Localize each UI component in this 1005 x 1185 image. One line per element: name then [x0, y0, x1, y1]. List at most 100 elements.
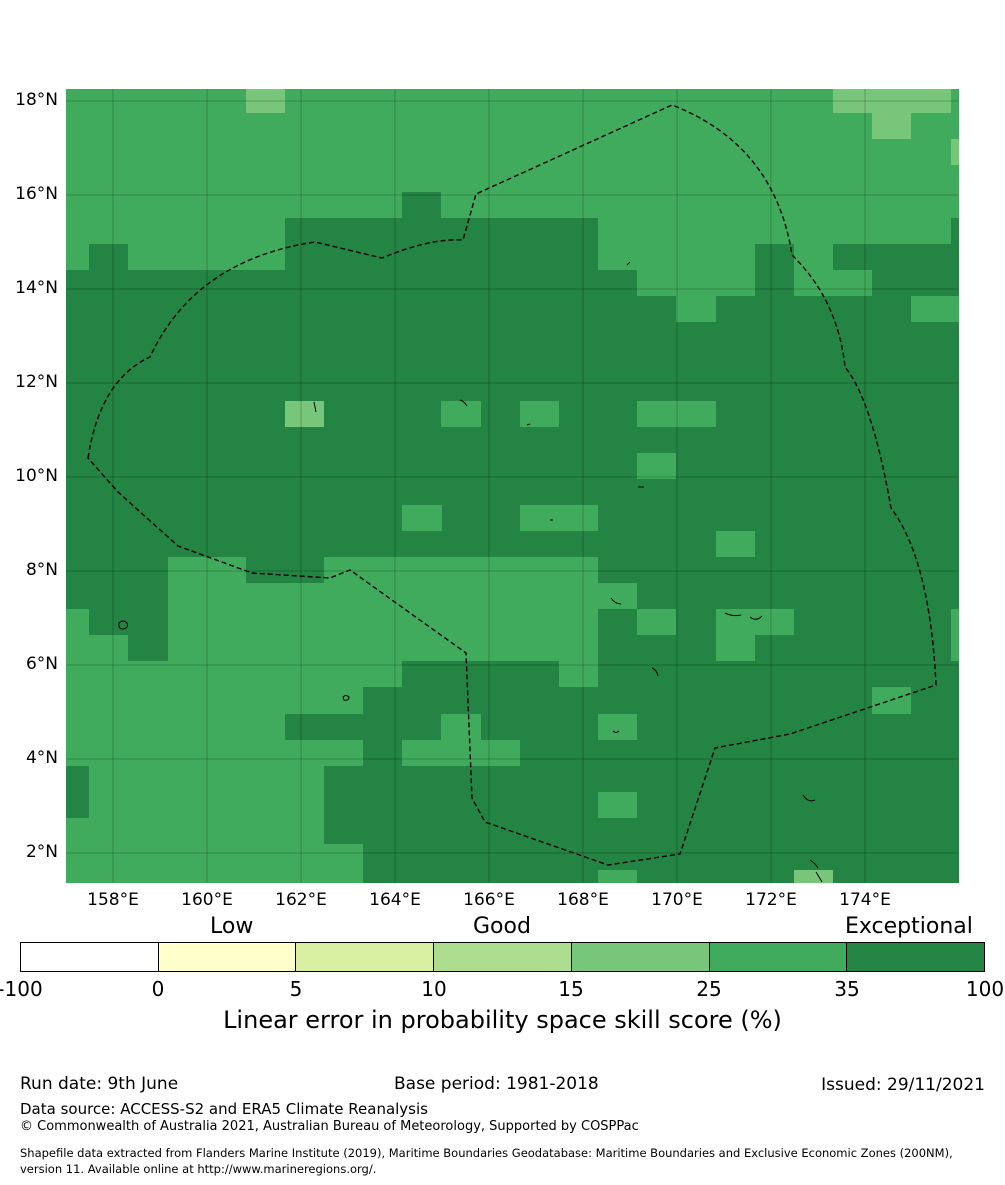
skill-cell [324, 583, 598, 609]
skill-cell [168, 609, 598, 635]
skill-cell [441, 714, 481, 740]
lat-label-6n: 6°N [25, 654, 58, 674]
run-date: Run date: 9th June [20, 1074, 179, 1094]
skill-cell [89, 609, 168, 635]
skill-cell [951, 218, 959, 270]
shapefile-credit-line1: Shapefile data extracted from Flanders M… [20, 1146, 953, 1160]
skill-cell [951, 609, 959, 661]
skill-cell [716, 609, 794, 635]
skill-cell [716, 635, 755, 661]
skill-cell [168, 635, 598, 661]
colorbar-segment [847, 943, 985, 971]
legend-word-good: Good [473, 914, 531, 939]
skill-cell [637, 401, 716, 427]
skill-cell [66, 635, 128, 661]
skill-cell [324, 557, 598, 583]
island-outline [118, 620, 128, 630]
skill-cell [598, 870, 637, 883]
skill-cell [833, 244, 951, 270]
skill-map [66, 89, 959, 883]
island-outline [610, 597, 622, 605]
data-source: Data source: ACCESS-S2 and ERA5 Climate … [20, 1100, 428, 1118]
skill-cell [441, 401, 481, 427]
legend-word-exceptional: Exceptional [845, 914, 973, 939]
colorbar-tick: -100 [0, 977, 43, 1001]
lon-label-162e: 162°E [275, 890, 327, 910]
lon-label-164e: 164°E [369, 890, 421, 910]
colorbar-segment [434, 943, 572, 971]
lon-label-166e: 166°E [463, 890, 515, 910]
skill-cell [66, 661, 402, 687]
colorbar-tick: 10 [421, 977, 447, 1001]
lon-label-172e: 172°E [745, 890, 797, 910]
lat-label-16n: 16°N [15, 184, 58, 204]
skill-cell [598, 583, 637, 609]
skill-cell [755, 244, 794, 270]
skill-cell [285, 401, 324, 427]
skill-cell [402, 505, 442, 531]
skill-cell [89, 792, 324, 818]
skill-cell [363, 687, 402, 740]
colorbar-segment [296, 943, 435, 971]
skill-cell [598, 244, 755, 270]
lat-label-12n: 12°N [15, 372, 58, 392]
colorbar-tick: 35 [834, 977, 860, 1001]
skill-cell [794, 870, 833, 883]
lat-label-8n: 8°N [25, 560, 58, 580]
skill-cell [66, 218, 285, 244]
island-outline [651, 667, 659, 677]
skill-cell [911, 296, 959, 322]
island-outline [802, 794, 823, 883]
colorbar-tick: 15 [558, 977, 584, 1001]
lon-label-170e: 170°E [651, 890, 703, 910]
skill-cell [402, 740, 520, 766]
skill-cell [168, 557, 246, 583]
skill-cell [89, 766, 324, 792]
lon-label-160e: 160°E [181, 890, 233, 910]
colorbar-segment [571, 943, 710, 971]
island-outline [313, 261, 631, 521]
copyright: © Commonwealth of Australia 2021, Austra… [20, 1119, 639, 1134]
skill-cell [441, 192, 959, 218]
island-outlines [118, 261, 823, 883]
graticule [66, 89, 959, 883]
colorbar-tick: 0 [151, 977, 165, 1001]
skill-cell [520, 505, 598, 531]
skill-cell [598, 714, 637, 740]
skill-cell [833, 89, 951, 113]
skill-cell [520, 401, 559, 427]
skill-cell [66, 687, 363, 714]
skill-cell [794, 244, 833, 270]
skill-cell [598, 218, 951, 244]
lat-label-4n: 4°N [25, 748, 58, 768]
colorbar [20, 942, 985, 972]
issued-date: Issued: 29/11/2021 [821, 1075, 985, 1095]
island-outline [342, 695, 350, 701]
base-period: Base period: 1981-2018 [394, 1074, 599, 1094]
skill-cell [637, 453, 676, 479]
legend-word-low: Low [210, 914, 254, 939]
lat-label-14n: 14°N [15, 278, 58, 298]
skill-cell [637, 270, 755, 296]
colorbar-tick: 5 [289, 977, 303, 1001]
colorbar-segment [21, 943, 159, 971]
lon-label-158e: 158°E [87, 890, 139, 910]
skill-cell [66, 818, 324, 844]
skill-cell [66, 766, 89, 818]
skill-cell [794, 270, 872, 296]
colorbar-segment [709, 943, 848, 971]
eez-boundary [87, 104, 937, 866]
skill-cell [168, 583, 324, 609]
skill-cell [246, 89, 285, 113]
skill-cell [676, 296, 716, 322]
shapefile-credit-line2: version 11. Available online at http://w… [20, 1162, 377, 1176]
colorbar-segment [158, 943, 297, 971]
island-outline [459, 399, 644, 488]
skill-cell [598, 792, 637, 818]
lat-label-2n: 2°N [25, 842, 58, 862]
island-outline [724, 612, 763, 620]
lat-label-10n: 10°N [15, 466, 58, 486]
skill-cell [66, 89, 959, 192]
island-outline [612, 730, 620, 733]
skill-cells [66, 89, 959, 883]
